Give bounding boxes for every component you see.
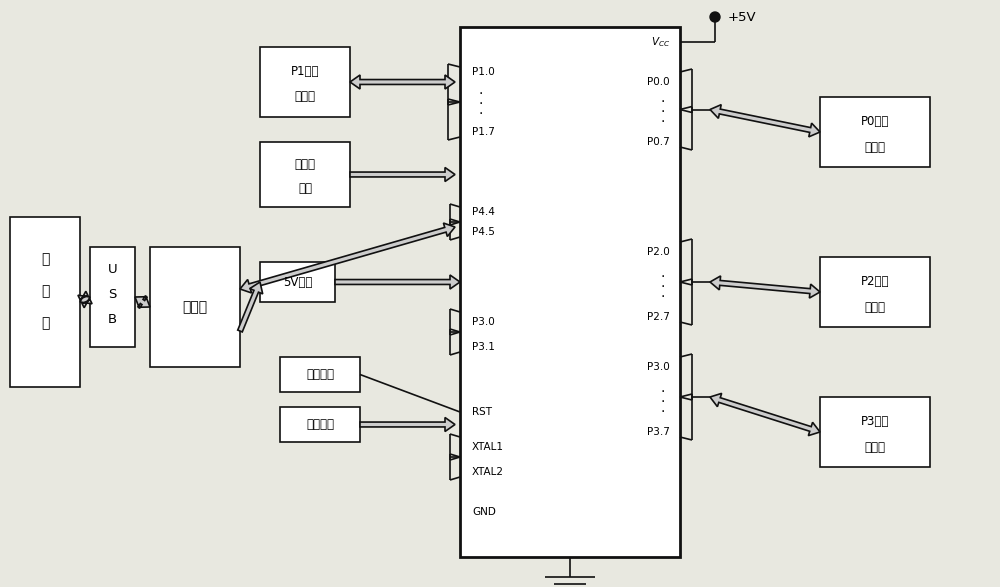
Text: ·: · bbox=[661, 395, 665, 409]
Text: S: S bbox=[108, 288, 117, 301]
Text: 算: 算 bbox=[41, 285, 49, 299]
Text: U: U bbox=[108, 262, 117, 275]
Text: B: B bbox=[108, 312, 117, 326]
Polygon shape bbox=[710, 393, 820, 436]
Polygon shape bbox=[710, 104, 820, 137]
Polygon shape bbox=[350, 167, 455, 181]
Text: P3.1: P3.1 bbox=[472, 342, 495, 352]
Bar bbox=[820, 257, 930, 327]
Text: ·: · bbox=[478, 87, 482, 101]
Text: ·: · bbox=[661, 290, 665, 304]
Text: ·: · bbox=[661, 385, 665, 399]
Bar bbox=[10, 217, 80, 387]
Text: 5V电源: 5V电源 bbox=[283, 275, 312, 288]
Text: P0.0: P0.0 bbox=[647, 77, 670, 87]
Text: XTAL1: XTAL1 bbox=[472, 442, 504, 452]
Bar bbox=[260, 262, 335, 302]
Text: ·: · bbox=[478, 107, 482, 121]
Polygon shape bbox=[78, 291, 92, 308]
Text: ·: · bbox=[661, 95, 665, 109]
Circle shape bbox=[710, 12, 720, 22]
Text: P3.7: P3.7 bbox=[647, 427, 670, 437]
Text: 下载线: 下载线 bbox=[294, 158, 316, 171]
Text: 线端子: 线端子 bbox=[864, 441, 886, 454]
Text: P3.0: P3.0 bbox=[472, 317, 495, 327]
Polygon shape bbox=[710, 276, 820, 298]
Text: P2.7: P2.7 bbox=[647, 312, 670, 322]
Text: 复位电路: 复位电路 bbox=[306, 368, 334, 381]
Bar bbox=[820, 97, 930, 167]
Bar bbox=[820, 397, 930, 467]
Text: P1口接: P1口接 bbox=[291, 65, 319, 78]
Text: 线端子: 线端子 bbox=[294, 89, 316, 103]
Polygon shape bbox=[238, 282, 263, 332]
Text: P1.7: P1.7 bbox=[472, 127, 495, 137]
Text: GND: GND bbox=[472, 507, 496, 517]
Bar bbox=[260, 47, 350, 117]
Text: 接口: 接口 bbox=[298, 183, 312, 195]
Text: ·: · bbox=[661, 270, 665, 284]
Bar bbox=[460, 27, 680, 557]
Text: P4.5: P4.5 bbox=[472, 227, 495, 237]
Polygon shape bbox=[240, 223, 455, 293]
Text: $V_{CC}$: $V_{CC}$ bbox=[651, 35, 670, 49]
Text: P1.0: P1.0 bbox=[472, 67, 495, 77]
Text: ·: · bbox=[478, 97, 482, 111]
Polygon shape bbox=[135, 296, 150, 308]
Bar bbox=[280, 357, 360, 392]
Text: P4.4: P4.4 bbox=[472, 207, 495, 217]
Text: 机: 机 bbox=[41, 316, 49, 330]
Text: ·: · bbox=[661, 405, 665, 419]
Text: 线端子: 线端子 bbox=[864, 141, 886, 154]
Text: P0口接: P0口接 bbox=[861, 115, 889, 128]
Bar bbox=[150, 247, 240, 367]
Text: 计: 计 bbox=[41, 252, 49, 266]
Text: P2.0: P2.0 bbox=[647, 247, 670, 257]
Text: XTAL2: XTAL2 bbox=[472, 467, 504, 477]
Text: P3口接: P3口接 bbox=[861, 415, 889, 428]
Text: RST: RST bbox=[472, 407, 492, 417]
Text: 线端子: 线端子 bbox=[864, 301, 886, 314]
Text: P2口接: P2口接 bbox=[861, 275, 889, 288]
Text: P3.0: P3.0 bbox=[647, 362, 670, 372]
Bar bbox=[280, 407, 360, 442]
Polygon shape bbox=[350, 75, 455, 89]
Bar bbox=[90, 247, 135, 347]
Text: ·: · bbox=[661, 115, 665, 129]
Bar bbox=[260, 142, 350, 207]
Polygon shape bbox=[360, 417, 455, 431]
Text: +5V: +5V bbox=[728, 11, 757, 23]
Text: ·: · bbox=[661, 105, 665, 119]
Text: 时钟电路: 时钟电路 bbox=[306, 418, 334, 431]
Text: ·: · bbox=[661, 280, 665, 294]
Text: P0.7: P0.7 bbox=[647, 137, 670, 147]
Polygon shape bbox=[335, 275, 460, 289]
Text: 通信板: 通信板 bbox=[182, 300, 208, 314]
